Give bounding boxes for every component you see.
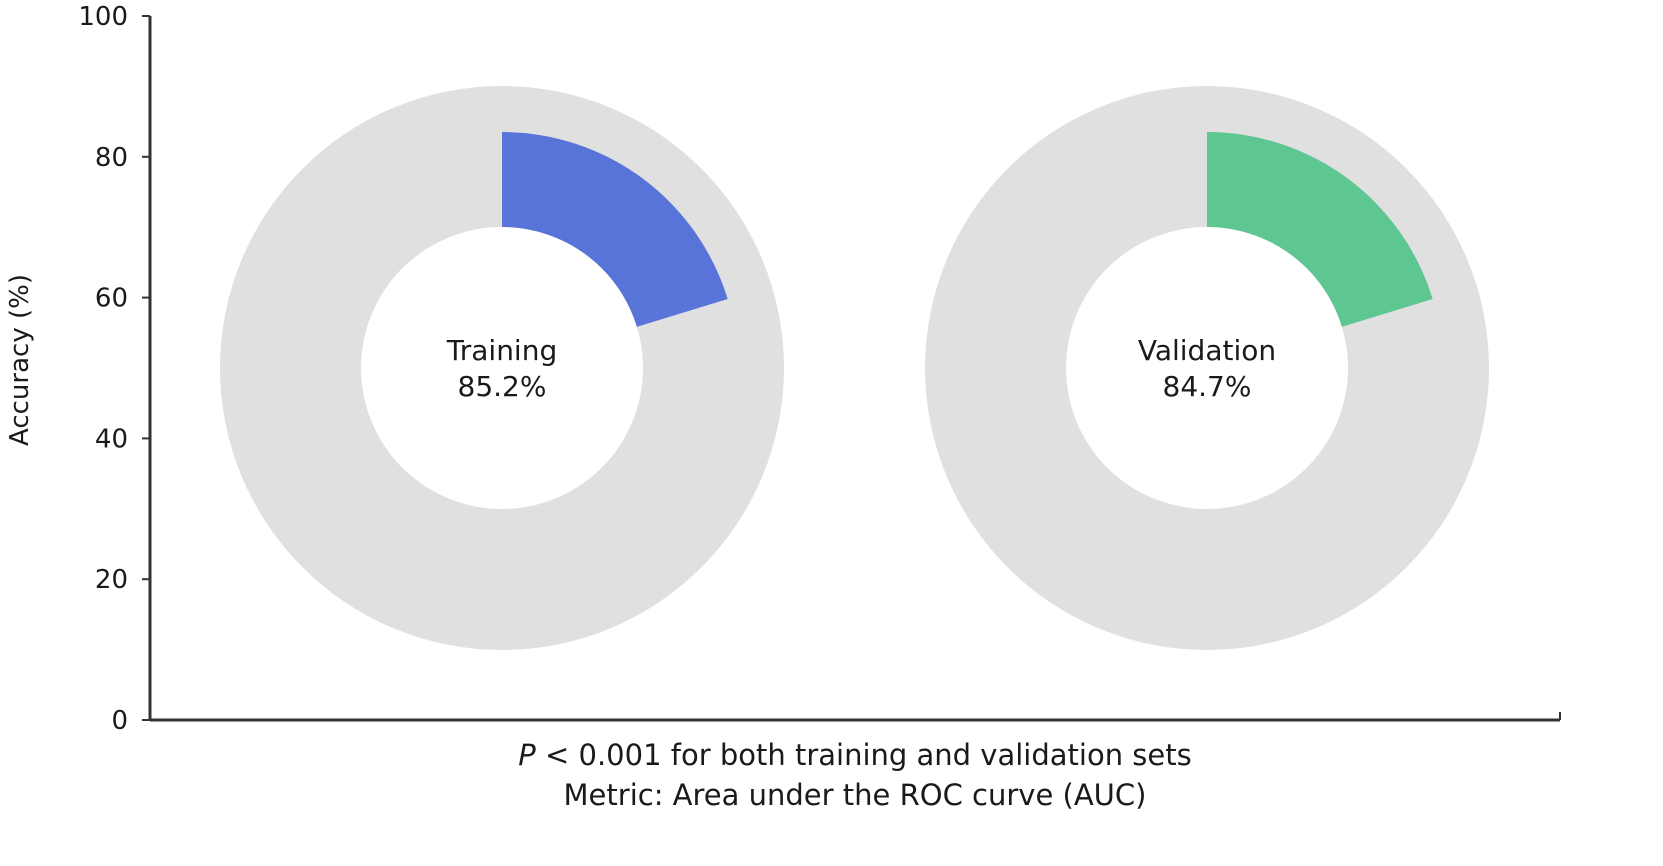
training-donut-slice — [502, 132, 728, 328]
validation-donut-slice — [1207, 132, 1433, 328]
training-donut-hole — [361, 227, 643, 509]
y-tick-label: 20 — [95, 565, 128, 595]
validation-value-label: 84.7% — [1163, 370, 1252, 403]
y-tick-label: 40 — [95, 424, 128, 454]
y-tick-label: 80 — [95, 143, 128, 173]
footnote-metric: Metric: Area under the ROC curve (AUC) — [563, 778, 1147, 812]
training-value-label: 85.2% — [458, 370, 547, 403]
y-tick-label: 100 — [78, 2, 128, 32]
y-axis: 0 20 40 60 80 100 — [78, 2, 1561, 736]
training-label: Training — [446, 334, 557, 367]
footnote-pvalue-text: < 0.001 for both training and validation… — [535, 738, 1192, 772]
y-tick-label: 0 — [111, 706, 128, 736]
validation-label: Validation — [1138, 334, 1276, 367]
validation-donut-hole — [1066, 227, 1348, 509]
y-tick-label: 60 — [95, 284, 128, 314]
footnote-pvalue: P < 0.001 for both training and validati… — [150, 736, 1560, 774]
y-axis-title: Accuracy (%) — [5, 274, 35, 446]
footnote-p-symbol: P — [518, 738, 536, 772]
